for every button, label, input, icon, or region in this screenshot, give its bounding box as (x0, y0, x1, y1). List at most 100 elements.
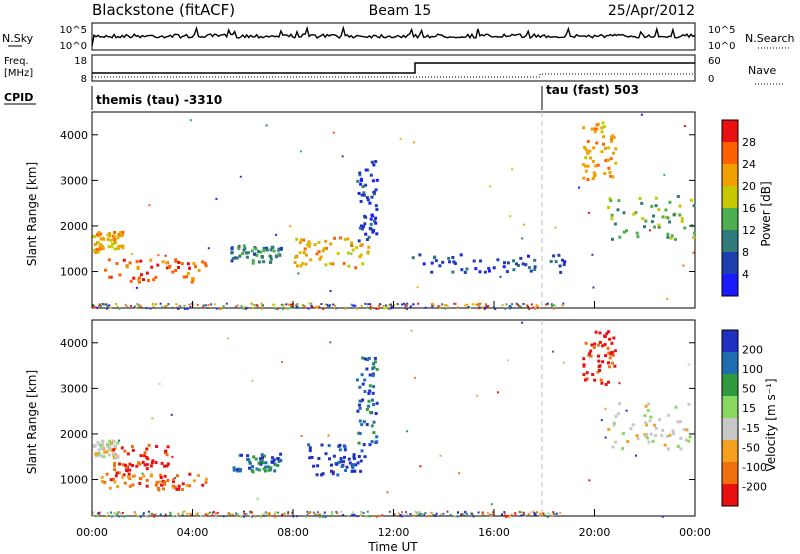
power-data-point (609, 157, 613, 161)
velocity-ytick-label: 4000 (60, 337, 88, 350)
power-data-point (622, 211, 626, 215)
power-data-point (110, 245, 114, 249)
power-data-point (274, 254, 278, 258)
velocity-data-point (360, 423, 364, 427)
velocity-ground-point (134, 513, 137, 516)
velocity-data-point (142, 474, 146, 478)
velocity-ground-point (268, 512, 271, 514)
power-data-point (366, 198, 370, 202)
power-data-point (586, 178, 590, 181)
power-ground-point (389, 303, 392, 306)
power-colorbar-tick: 20 (742, 180, 756, 193)
power-sparse-point (521, 237, 524, 240)
power-data-point (364, 183, 368, 187)
velocity-ground-point (151, 512, 154, 515)
power-data-point (561, 258, 564, 262)
velocity-data-point (687, 402, 691, 406)
power-data-point (375, 208, 379, 211)
power-data-point (586, 139, 590, 143)
velocity-sparse-point (172, 486, 175, 489)
power-data-point (98, 245, 102, 249)
power-ground-point (424, 306, 427, 309)
power-data-point (606, 158, 610, 162)
velocity-data-point (597, 365, 601, 369)
velocity-data-point (264, 469, 267, 473)
power-ground-point (105, 303, 108, 306)
velocity-data-point (601, 344, 605, 348)
velocity-ground-point (117, 511, 120, 514)
power-ground-point (308, 302, 311, 305)
power-data-point (277, 252, 281, 256)
velocity-data-point (603, 343, 607, 347)
velocity-sparse-point (600, 419, 603, 422)
power-data-point (120, 233, 124, 237)
velocity-data-point (259, 461, 263, 465)
velocity-sparse-point (406, 430, 409, 433)
power-data-point (112, 237, 116, 241)
power-ground-point (149, 307, 152, 310)
velocity-data-point (165, 453, 169, 457)
power-sparse-point (350, 252, 353, 255)
time-tick-label: 08:00 (277, 526, 309, 539)
velocity-data-point (113, 464, 116, 468)
power-data-point (583, 146, 587, 149)
velocity-ground-point (342, 514, 345, 517)
velocity-ground-point (521, 511, 524, 514)
power-ground-point (530, 303, 533, 306)
velocity-data-point (263, 454, 266, 458)
power-data-point (474, 267, 478, 271)
velocity-ground-point (400, 515, 403, 518)
velocity-data-point (97, 453, 101, 457)
power-data-point (272, 249, 276, 253)
power-data-point (661, 215, 665, 219)
power-data-point (610, 137, 614, 141)
velocity-ground-point (506, 514, 509, 517)
velocity-data-point (352, 457, 356, 461)
velocity-data-point (336, 473, 340, 477)
power-data-point (641, 217, 645, 221)
power-ground-point (328, 305, 331, 308)
power-data-point (257, 260, 261, 264)
velocity-ground-point (481, 513, 484, 516)
velocity-ground-point (470, 512, 473, 515)
power-data-point (336, 252, 340, 255)
power-ground-point (222, 305, 225, 308)
power-data-point (342, 261, 346, 265)
power-data-point (302, 251, 306, 254)
velocity-data-point (157, 488, 161, 492)
power-data-point (174, 269, 178, 272)
velocity-data-point (138, 462, 142, 466)
velocity-data-point (181, 482, 185, 486)
velocity-data-point (357, 441, 361, 445)
power-ground-point (545, 303, 548, 306)
power-data-point (108, 275, 112, 279)
velocity-data-point (648, 419, 652, 423)
power-ground-point (136, 303, 139, 306)
velocity-data-point (103, 450, 107, 454)
velocity-ground-point (356, 515, 359, 518)
velocity-data-point (367, 392, 371, 395)
power-ground-point (307, 307, 310, 310)
velocity-ground-point (352, 511, 355, 514)
power-data-point (253, 252, 256, 256)
velocity-data-point (273, 469, 277, 473)
power-data-point (113, 231, 117, 234)
velocity-data-point (151, 459, 155, 463)
power-ground-point (467, 305, 470, 308)
power-sparse-point (297, 272, 300, 275)
power-data-point (257, 250, 260, 254)
velocity-colorbar-tick: -50 (742, 441, 760, 454)
power-data-point (308, 242, 312, 246)
velocity-colorbar-segment (722, 462, 738, 484)
power-data-point (101, 236, 105, 240)
velocity-ground-point (235, 512, 238, 515)
velocity-data-point (671, 429, 675, 433)
power-data-point (478, 270, 482, 274)
velocity-data-point (647, 440, 651, 444)
noise-sky-trace (91, 25, 696, 47)
power-ground-point (206, 307, 209, 310)
power-ground-point (369, 307, 372, 310)
velocity-sparse-point (256, 497, 259, 500)
velocity-ground-point (185, 512, 188, 515)
velocity-ground-point (471, 514, 474, 517)
